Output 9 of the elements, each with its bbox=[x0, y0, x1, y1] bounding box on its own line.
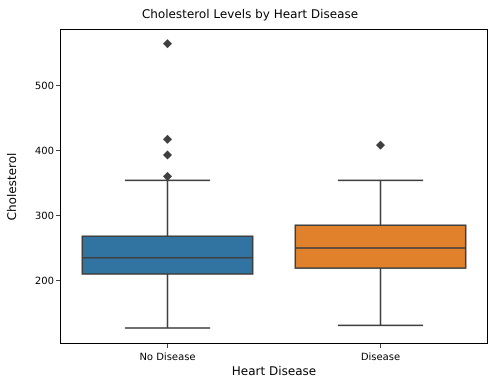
x-tick-label: Disease bbox=[360, 352, 400, 363]
y-tick-label: 200 bbox=[34, 276, 54, 288]
x-tick-label: No Disease bbox=[139, 352, 196, 363]
y-tick-label: 500 bbox=[34, 80, 54, 92]
chart-title: Cholesterol Levels by Heart Disease bbox=[142, 7, 358, 22]
y-tick-label: 400 bbox=[34, 146, 54, 157]
y-axis-title: Cholesterol bbox=[5, 152, 20, 220]
y-tick-label: 300 bbox=[34, 210, 54, 222]
x-axis-title: Heart Disease bbox=[232, 364, 316, 378]
